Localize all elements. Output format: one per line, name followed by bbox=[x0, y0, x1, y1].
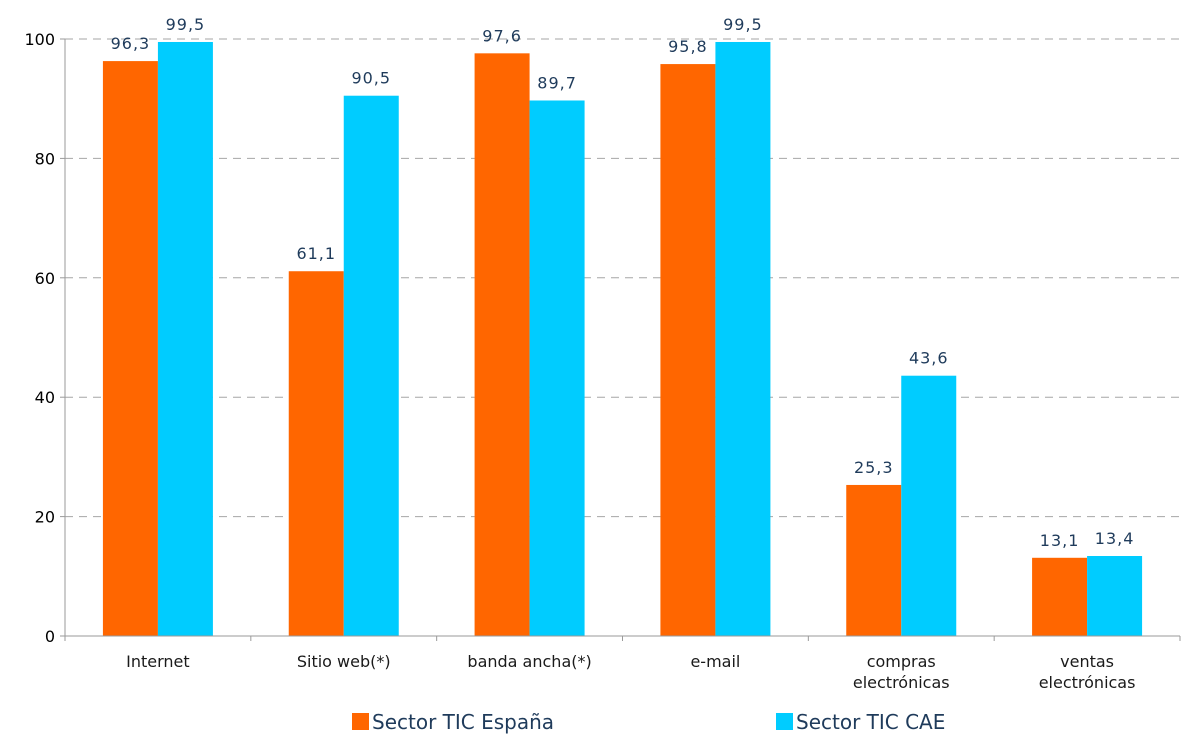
x-tick-label: compras bbox=[867, 652, 936, 671]
y-tick-label: 80 bbox=[35, 149, 55, 168]
y-tick-label: 20 bbox=[35, 508, 55, 527]
data-label: 90,5 bbox=[351, 69, 391, 88]
bars bbox=[102, 41, 1143, 637]
data-label: 89,7 bbox=[537, 73, 577, 92]
data-label: 99,5 bbox=[166, 15, 206, 34]
data-label: 25,3 bbox=[854, 458, 894, 477]
x-tick-label: Internet bbox=[126, 652, 190, 671]
x-tick-label: ventas bbox=[1060, 652, 1114, 671]
y-tick-label: 40 bbox=[35, 388, 55, 407]
x-tick-label: electrónicas bbox=[853, 673, 950, 692]
gridlines bbox=[65, 38, 1180, 518]
bar-espana bbox=[846, 484, 902, 636]
bar-espana bbox=[474, 53, 530, 636]
bar-espana bbox=[102, 61, 158, 637]
data-label: 13,1 bbox=[1040, 531, 1080, 550]
legend-label: Sector TIC CAE bbox=[796, 710, 945, 734]
data-label: 97,6 bbox=[482, 26, 522, 45]
bar-espana bbox=[660, 64, 716, 637]
legend-swatch bbox=[352, 713, 369, 730]
y-tick-label: 0 bbox=[45, 627, 55, 646]
x-tick-label: electrónicas bbox=[1039, 673, 1136, 692]
data-label: 61,1 bbox=[296, 244, 336, 263]
bar-cae bbox=[1087, 556, 1143, 636]
axes bbox=[60, 38, 1181, 641]
legend-swatch bbox=[776, 713, 793, 730]
legend-item: Sector TIC España bbox=[352, 710, 554, 734]
bar-cae bbox=[901, 375, 957, 636]
legend-label: Sector TIC España bbox=[372, 710, 554, 734]
x-tick-label: Sitio web(*) bbox=[297, 652, 391, 671]
legend-item: Sector TIC CAE bbox=[776, 710, 945, 734]
bar-espana bbox=[288, 271, 344, 636]
data-label: 95,8 bbox=[668, 37, 708, 56]
data-label: 96,3 bbox=[111, 34, 151, 53]
bar-cae bbox=[343, 95, 399, 637]
data-label: 99,5 bbox=[723, 15, 763, 34]
bar-cae bbox=[715, 41, 771, 637]
x-tick-label: e-mail bbox=[690, 652, 740, 671]
bar-espana bbox=[1032, 557, 1088, 636]
x-tick-label: banda ancha(*) bbox=[467, 652, 591, 671]
legend: Sector TIC España Sector TIC CAE bbox=[352, 710, 945, 734]
data-label: 13,4 bbox=[1095, 529, 1135, 548]
bar-cae bbox=[529, 100, 585, 637]
y-tick-label: 60 bbox=[35, 269, 55, 288]
data-label: 43,6 bbox=[909, 349, 949, 368]
bar-cae bbox=[157, 41, 213, 637]
y-tick-label: 100 bbox=[24, 30, 55, 49]
value-labels: 96,3 99,5 61,1 90,5 97,6 89,7 95,8 99,5 25,3 43,6… bbox=[111, 15, 1135, 550]
tick-labels: 0 20 40 60 80 100 Internet Sitio web(*) banda an… bbox=[24, 30, 1135, 692]
